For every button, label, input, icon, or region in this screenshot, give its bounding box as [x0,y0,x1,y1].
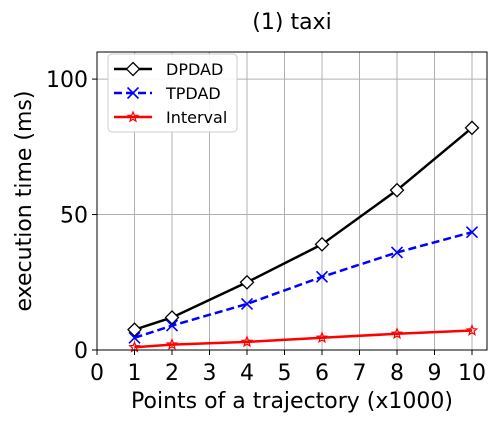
data-point-tpdad [315,270,329,283]
series-interval [128,323,479,353]
chart-title: (1) taxi [252,10,331,35]
x-tick-label: 6 [315,361,329,386]
data-point-dpdad [464,120,480,136]
x-tick-label: 8 [390,361,404,386]
data-point-interval [315,331,329,344]
x-tick-label: 4 [240,361,254,386]
y-tick-label: 50 [60,204,88,229]
legend-marker-tpdad [126,86,140,100]
legend-item-interval: Interval [114,108,227,127]
series-dpdad [127,120,480,338]
legend-label-dpdad: DPDAD [166,60,223,79]
data-point-interval [165,337,179,350]
x-axis-label: Points of a trajectory (x1000) [131,389,453,414]
x-tick-label: 7 [353,361,367,386]
data-point-tpdad [465,226,479,239]
y-tick-label: 0 [74,339,88,364]
x-tick-label: 2 [165,361,179,386]
x-tick-label: 3 [203,361,217,386]
data-point-dpdad [314,236,330,252]
series-line-dpdad [134,126,473,331]
x-tick-label: 0 [90,361,104,386]
data-point-dpdad [127,322,142,338]
x-axis-ticks: 0 1 2 3 4 5 6 7 8 9 10 [90,350,486,386]
data-point-tpdad [128,331,141,344]
x-tick-label: 5 [278,361,292,386]
x-tick-label: 1 [128,361,142,386]
data-point-interval [128,340,141,353]
data-point-interval [465,323,479,336]
y-axis-label: execution time (ms) [12,91,37,312]
legend-label-interval: Interval [166,108,227,127]
data-point-interval [390,327,404,340]
series-line-tpdad [134,230,473,339]
legend-marker-dpdad [125,61,141,77]
legend-marker-interval [126,110,140,123]
data-point-tpdad [390,246,404,259]
y-axis-ticks: 0 50 100 [46,68,97,364]
data-point-tpdad [165,319,179,332]
data-point-tpdad [240,297,254,311]
x-tick-label: 9 [428,361,442,386]
plot-frame [96,51,488,351]
legend-item-dpdad: DPDAD [114,60,223,79]
legend: DPDAD TPDAD Interval [107,53,238,133]
series-tpdad [128,226,479,344]
legend-label-tpdad: TPDAD [165,84,221,103]
data-point-dpdad [239,274,255,290]
data-point-dpdad [389,182,405,198]
x-tick-label: 10 [458,361,486,386]
series-layer [127,120,480,353]
series-line-interval [134,329,473,349]
legend-item-tpdad: TPDAD [114,84,221,103]
data-point-interval [240,335,254,348]
y-tick-label: 100 [46,68,88,93]
legend-box [107,53,238,133]
data-point-dpdad [164,310,180,325]
